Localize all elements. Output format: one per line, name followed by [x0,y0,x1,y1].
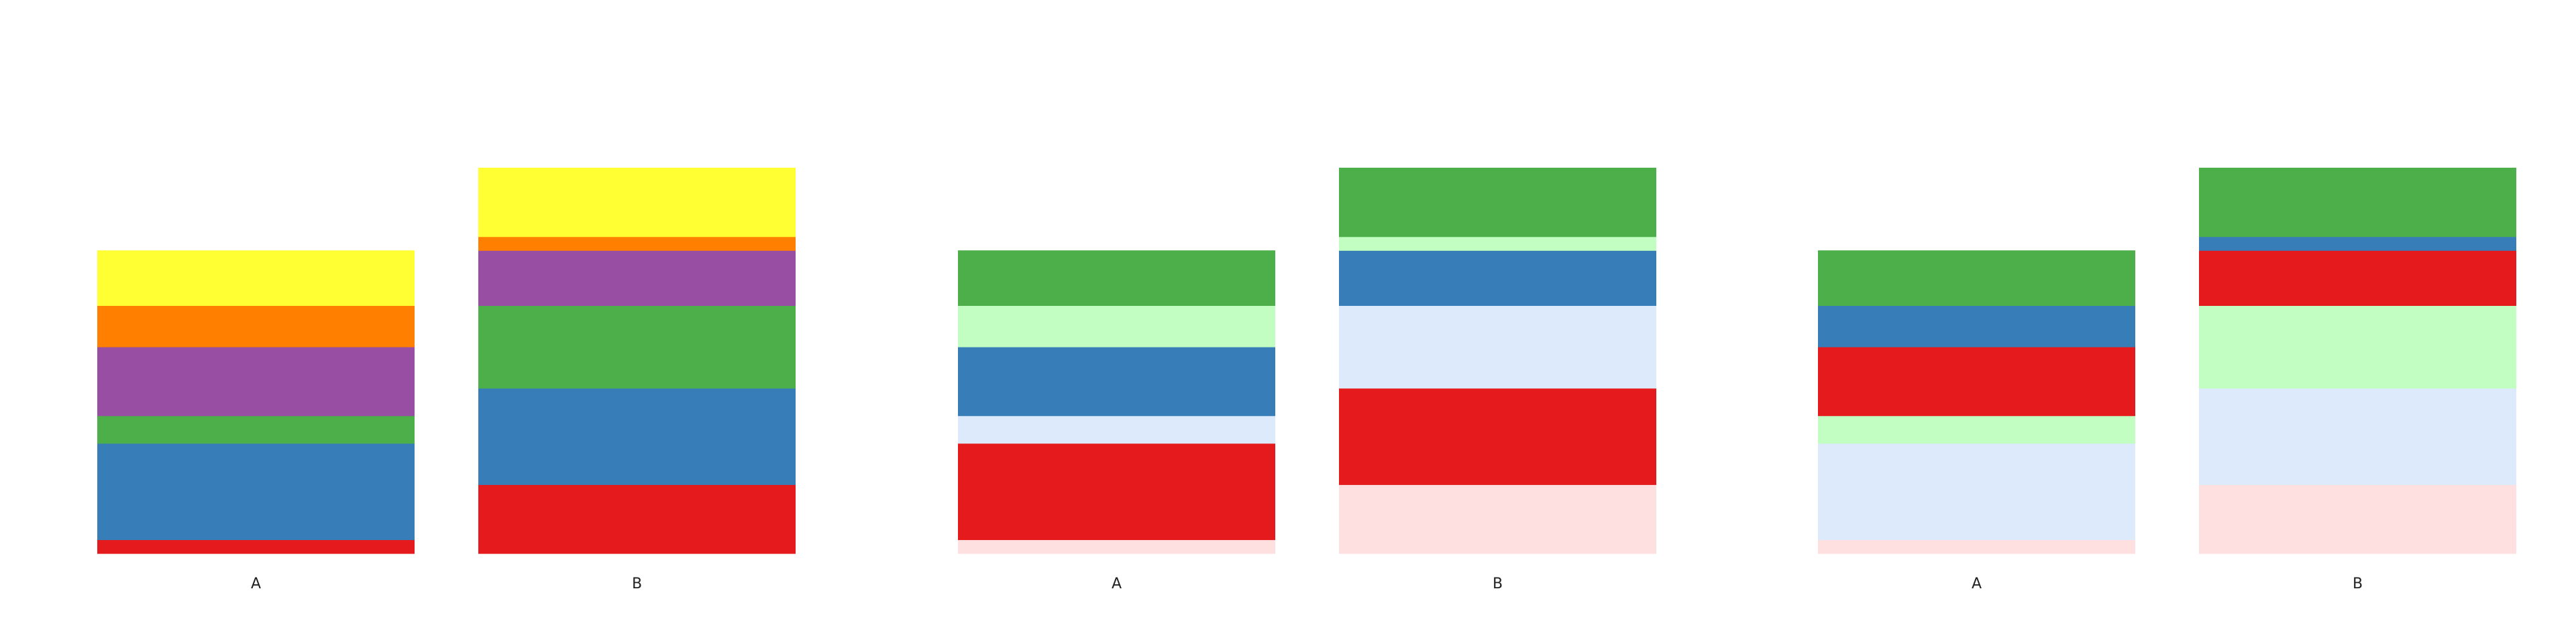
bar-segment-1-A-4 [97,346,415,417]
bar-segment-3-A-3 [1818,415,2135,444]
bar-segment-1-A-5 [97,305,415,347]
bar-segment-3-B-5 [2199,236,2516,251]
bar-segment-2-A-1 [958,539,1275,554]
bar-segment-1-B-4 [478,250,796,306]
bar-segment-3-B-2 [2199,388,2516,485]
bar-segment-3-B-4 [2199,250,2516,306]
bar-segment-2-B-1 [1339,484,1656,554]
bar-segment-2-B-2 [1339,388,1656,485]
bar-segment-1-B-5 [478,236,796,251]
bar-segment-1-B-6 [478,168,796,237]
x-tick-label: B [1493,576,1503,592]
bar-segment-2-A-3 [958,415,1275,444]
bar-segment-3-A-5 [1818,305,2135,347]
x-tick-label: A [1972,576,1982,592]
bar-segment-3-B-6 [2199,168,2516,237]
bar-segment-3-B-3 [2199,305,2516,389]
x-tick-label: B [2353,576,2363,592]
x-tick-label: A [251,576,261,592]
bar-segment-2-A-2 [958,443,1275,541]
bar-segment-3-A-2 [1818,443,2135,541]
bar-segment-2-A-6 [958,250,1275,306]
bar-segment-1-A-2 [97,443,415,541]
bar-segment-1-B-1 [478,484,796,554]
bar-segment-3-A-4 [1818,346,2135,417]
bar-segment-1-B-3 [478,305,796,389]
bar-segment-2-B-6 [1339,168,1656,237]
bar-segment-3-B-1 [2199,484,2516,554]
bar-segment-2-B-3 [1339,305,1656,389]
bar-segment-2-B-4 [1339,250,1656,306]
x-tick-label: A [1112,576,1122,592]
bar-segment-1-A-1 [97,539,415,554]
bar-segment-2-A-4 [958,346,1275,417]
bar-segment-2-B-5 [1339,236,1656,251]
bar-segment-1-A-6 [97,250,415,306]
bar-segment-3-A-6 [1818,250,2135,306]
bar-segment-3-A-1 [1818,539,2135,554]
bar-segment-1-A-3 [97,415,415,444]
bar-segment-2-A-5 [958,305,1275,347]
x-tick-label: B [632,576,642,592]
bar-segment-1-B-2 [478,388,796,485]
